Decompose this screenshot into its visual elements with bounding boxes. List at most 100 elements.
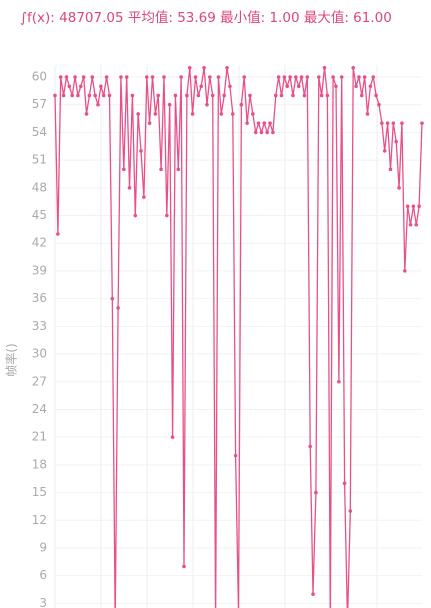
data-point [202, 65, 206, 70]
data-point [362, 75, 367, 79]
data-point [182, 564, 186, 569]
data-point [308, 444, 312, 449]
data-point [259, 130, 264, 135]
data-point [276, 75, 281, 79]
y-tick-label: 57 [32, 97, 47, 111]
data-point [87, 93, 92, 98]
data-point [271, 130, 275, 135]
data-line [54, 67, 423, 608]
data-point [285, 84, 290, 89]
y-tick-label: 3 [39, 596, 47, 608]
data-point [170, 435, 175, 439]
data-point [144, 75, 149, 79]
data-point [162, 75, 166, 79]
data-point [233, 453, 238, 458]
data-point [239, 102, 244, 107]
data-point [380, 121, 384, 125]
data-point [385, 121, 390, 125]
data-point [248, 93, 252, 98]
data-point [417, 204, 421, 209]
data-point [167, 102, 172, 107]
data-point [96, 102, 100, 107]
data-point [196, 93, 201, 98]
data-point [228, 84, 232, 89]
data-point [359, 93, 364, 98]
y-tick-label: 9 [39, 540, 47, 554]
data-point [101, 93, 106, 98]
data-point [187, 65, 192, 70]
data-point [288, 75, 292, 79]
data-point [411, 204, 416, 209]
data-point [205, 102, 209, 107]
data-point [299, 75, 304, 79]
data-point [365, 112, 370, 116]
data-point [339, 75, 344, 79]
data-point [265, 130, 269, 135]
data-point [400, 121, 404, 125]
y-tick-label: 15 [32, 485, 47, 499]
data-point [391, 121, 396, 125]
data-point [210, 93, 215, 98]
data-point [122, 167, 126, 172]
y-tick-label: 60 [32, 70, 47, 84]
data-point [397, 186, 401, 190]
y-tick-label: 39 [32, 263, 47, 277]
y-tick-label: 45 [32, 208, 47, 222]
data-point [245, 121, 249, 125]
y-tick-label: 42 [32, 236, 47, 250]
data-point [388, 167, 393, 172]
data-point [130, 93, 135, 98]
y-tick-label: 54 [32, 125, 47, 139]
data-point [219, 112, 224, 116]
data-point [185, 93, 189, 98]
data-point [402, 269, 407, 273]
data-point [73, 75, 77, 79]
data-point [377, 102, 381, 107]
data-point [190, 112, 195, 116]
y-tick-label: 30 [32, 347, 47, 361]
data-point [179, 75, 183, 79]
data-point [107, 93, 112, 98]
data-point [124, 75, 129, 79]
data-point [176, 167, 181, 172]
data-point [56, 232, 60, 236]
data-point [302, 93, 307, 98]
data-point [414, 222, 419, 227]
data-point [351, 65, 355, 70]
data-point [116, 306, 120, 310]
data-point [136, 112, 140, 116]
data-point [110, 296, 115, 301]
data-point [193, 75, 198, 79]
data-point [408, 222, 413, 227]
data-point [150, 75, 155, 79]
data-point [311, 592, 315, 596]
data-point [90, 75, 95, 79]
data-point [405, 204, 410, 209]
data-point [133, 213, 138, 218]
data-point [279, 93, 284, 98]
data-point [253, 130, 258, 135]
data-point [334, 84, 338, 89]
data-point [58, 75, 63, 79]
data-point [93, 93, 97, 98]
data-point [225, 65, 229, 70]
data-point [291, 93, 295, 98]
data-point [242, 75, 247, 79]
data-point [368, 84, 373, 89]
data-point [99, 84, 103, 89]
data-point [208, 75, 212, 79]
data-point [305, 75, 310, 79]
data-point [374, 93, 378, 98]
data-point [67, 84, 72, 89]
data-point [382, 149, 387, 153]
data-point [222, 93, 226, 98]
data-point [84, 112, 89, 116]
data-point [348, 509, 353, 513]
data-point [354, 84, 358, 89]
data-point [216, 75, 221, 79]
data-point [314, 490, 318, 495]
data-point [70, 93, 75, 98]
data-point [61, 93, 66, 98]
data-point [337, 379, 341, 384]
